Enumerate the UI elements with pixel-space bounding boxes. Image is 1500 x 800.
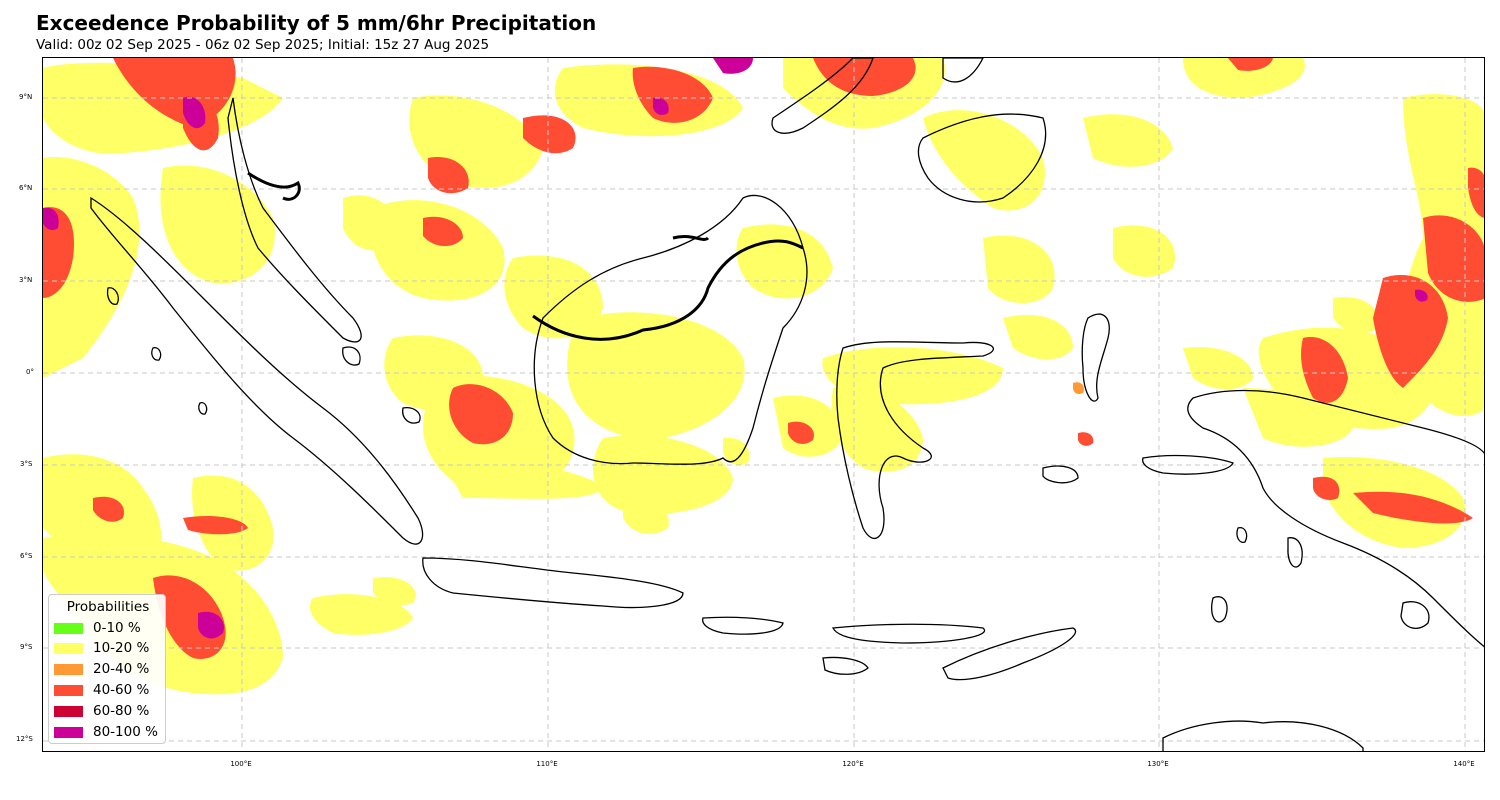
legend-item: 80-100 %	[54, 723, 158, 741]
australia-north	[1162, 720, 1364, 751]
legend-title: Probabilities	[66, 599, 150, 615]
precip-field-40-60	[43, 58, 1484, 659]
precip-field-20-40	[1073, 382, 1084, 395]
legend-label: 40-60 %	[93, 682, 150, 698]
border-thailand-malaysia	[247, 171, 301, 201]
chart-title: Exceedence Probability of 5 mm/6hr Preci…	[36, 11, 597, 35]
island-sulawesi	[836, 341, 995, 540]
country-borders	[247, 171, 804, 341]
legend-label: 10-20 %	[93, 640, 150, 656]
island-palawan	[942, 58, 984, 83]
island-timor	[942, 627, 1076, 681]
legend-label: 20-40 %	[93, 661, 150, 677]
philippines-north	[771, 58, 874, 134]
island-aru	[1287, 537, 1303, 568]
lon-label-120e: 120°E	[842, 760, 864, 768]
legend-label: 0-10 %	[93, 620, 141, 636]
island-bangka	[342, 346, 361, 366]
island-siberut	[151, 347, 162, 361]
lat-label-12s: 12°S	[16, 735, 33, 743]
legend-item: 10-20 %	[54, 639, 149, 657]
lat-label-0: 0°	[26, 368, 34, 376]
legend-swatch	[54, 622, 83, 634]
legend-item: 0-10 %	[54, 619, 141, 637]
border-borneo	[532, 239, 804, 341]
lon-label-100e: 100°E	[230, 760, 252, 768]
island-mindanao	[917, 113, 1047, 203]
legend-item: 40-60 %	[54, 681, 149, 699]
island-halmahera	[1081, 313, 1110, 402]
island-lombok-sumbawa	[702, 616, 784, 635]
island-sumba	[822, 656, 869, 675]
lat-label-3n: 3°N	[19, 276, 33, 284]
legend-swatch	[54, 684, 83, 696]
lon-label-140e: 140°E	[1453, 760, 1475, 768]
island-belitung	[402, 407, 421, 424]
legend-label: 80-100 %	[93, 724, 158, 740]
legend-swatch	[54, 663, 83, 675]
island-sumatra	[90, 196, 424, 545]
legend-item: 60-80 %	[54, 702, 149, 720]
map-plot-area	[42, 57, 1485, 752]
legend-label: 60-80 %	[93, 703, 150, 719]
lon-label-110e: 110°E	[536, 760, 558, 768]
precip-field-10-20	[43, 58, 1484, 695]
island-java	[422, 557, 684, 609]
lat-label-6n: 6°N	[19, 184, 33, 192]
lon-label-130e: 130°E	[1147, 760, 1169, 768]
lat-label-9s: 9°S	[20, 643, 33, 651]
lat-label-6s: 6°S	[20, 552, 33, 560]
coastlines	[90, 58, 1484, 751]
lat-label-9n: 9°N	[19, 93, 33, 101]
island-seram	[1142, 454, 1234, 475]
island-new-guinea	[1187, 389, 1484, 648]
malay-peninsula	[227, 97, 362, 343]
island-enggano	[198, 402, 208, 415]
island-buru	[1042, 465, 1079, 484]
island-flores	[831, 623, 986, 644]
legend-swatch	[54, 726, 83, 738]
island-nias	[106, 287, 119, 305]
chart-subtitle: Valid: 00z 02 Sep 2025 - 06z 02 Sep 2025…	[36, 37, 490, 53]
legend: Probabilities 0-10 % 10-20 % 20-40 % 40-…	[48, 594, 166, 744]
island-borneo	[533, 194, 808, 465]
map-gridlines	[43, 58, 1484, 751]
legend-swatch	[54, 705, 83, 717]
island-kai	[1236, 527, 1248, 543]
legend-swatch	[54, 642, 83, 654]
lat-label-3s: 3°S	[20, 460, 33, 468]
legend-item: 20-40 %	[54, 660, 149, 678]
island-tanimbar	[1211, 596, 1228, 623]
border-sabah	[672, 235, 710, 241]
island-yos-sudarso	[1400, 601, 1430, 629]
precip-field-80-100	[43, 58, 1428, 639]
